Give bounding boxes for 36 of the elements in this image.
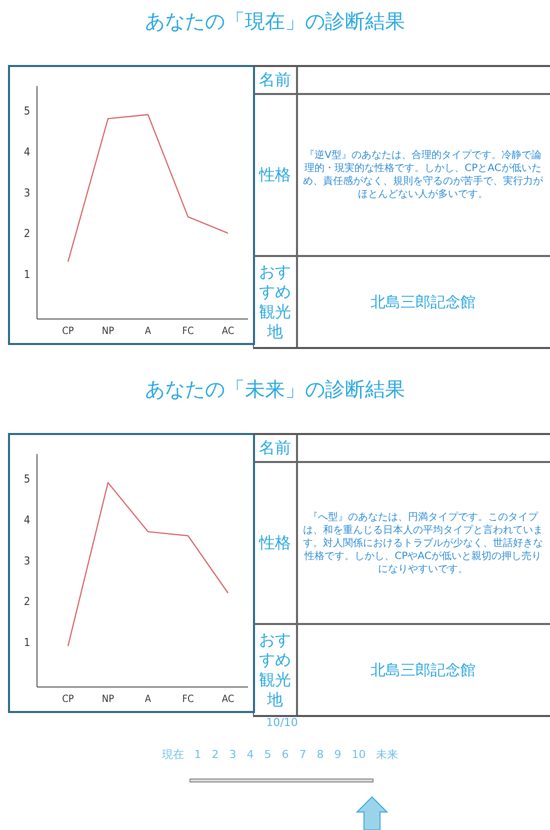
- x-tick-label: FC: [182, 326, 194, 337]
- text: おすすめ観光地: [258, 630, 292, 710]
- y-tick-label: 2: [24, 595, 30, 608]
- line-series: [67, 482, 229, 647]
- y-tick-label: 3: [24, 554, 30, 568]
- y-tick-label: 1: [24, 636, 30, 650]
- text: 『へ型』のあなたは、円満タイプです。このタイプは、和を重んじる日本人の平均タイプと言われています。対人関係におけるトラブルが少なく、世話好きな性格です。しかし、CPやACが低いと親切の押し売りになりやすいです。: [302, 510, 544, 576]
- x-tick-label: AC: [222, 694, 234, 705]
- text: 性格: [258, 533, 292, 553]
- x-tick-label: A: [144, 694, 152, 705]
- text: 『逆V型』のあなたは、合理的タイプです。冷静で論理的・現実的な性格です。しかし、CPとACが低いため、責任感がなく、規則を守るのが苦手で、実行力がほとんどない人が多いです。: [302, 149, 544, 201]
- x-tick-label: A: [144, 326, 152, 337]
- line-series: [67, 114, 229, 262]
- text: 名前: [258, 70, 292, 90]
- chart-title: あなたの「現在」の診断結果: [144, 8, 406, 35]
- text: 10/10: [265, 716, 299, 729]
- x-tick-label: FC: [182, 694, 194, 705]
- y-tick-label: 5: [24, 472, 30, 486]
- y-tick-label: 4: [24, 513, 30, 526]
- text: 北島三郎記念館: [370, 292, 476, 312]
- text: おすすめ観光地: [258, 262, 292, 342]
- y-tick-label: 2: [24, 227, 30, 240]
- x-tick-label: NP: [102, 694, 115, 705]
- x-tick-label: CP: [62, 694, 74, 705]
- chart-title: あなたの「未来」の診断結果: [144, 376, 406, 403]
- text: 現在 1 2 3 4 5 6 7 8 9 10 未来: [160, 747, 400, 762]
- text: 名前: [258, 438, 292, 458]
- y-tick-label: 5: [24, 104, 30, 118]
- y-tick-label: 3: [24, 186, 30, 200]
- x-tick-label: NP: [102, 326, 115, 337]
- x-tick-label: CP: [62, 326, 74, 337]
- text: 北島三郎記念館: [370, 660, 476, 680]
- y-tick-label: 4: [24, 145, 30, 158]
- x-tick-label: AC: [222, 326, 234, 337]
- text: 性格: [258, 165, 292, 185]
- y-tick-label: 1: [24, 268, 30, 282]
